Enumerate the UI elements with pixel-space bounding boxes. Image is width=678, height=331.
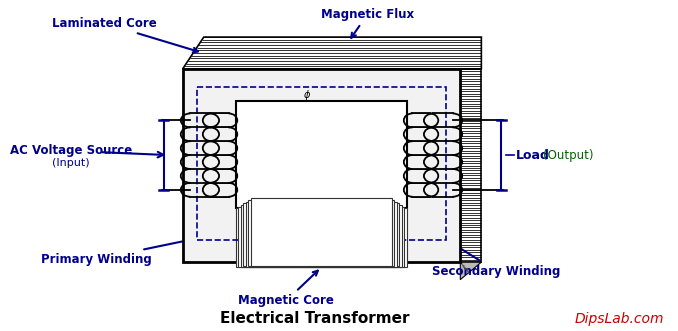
Bar <box>237 101 407 208</box>
Bar <box>237 208 407 266</box>
Bar <box>460 69 481 262</box>
Text: Load: Load <box>516 149 550 162</box>
Text: $\phi$: $\phi$ <box>302 88 311 102</box>
Text: (Input): (Input) <box>52 158 89 168</box>
Text: Secondary Winding: Secondary Winding <box>433 245 561 278</box>
Polygon shape <box>460 262 481 280</box>
Bar <box>247 200 394 266</box>
Bar <box>238 207 404 267</box>
Text: Primary Winding: Primary Winding <box>41 237 197 266</box>
Bar <box>243 203 399 266</box>
Text: DipsLab.com: DipsLab.com <box>574 312 664 326</box>
Text: (Output): (Output) <box>542 149 593 162</box>
Text: Magnetic Flux: Magnetic Flux <box>321 8 414 38</box>
Bar <box>182 69 460 262</box>
Text: Laminated Core: Laminated Core <box>52 17 198 52</box>
Bar <box>246 202 397 266</box>
Bar <box>251 198 393 265</box>
Bar <box>197 87 446 240</box>
Text: Electrical Transformer: Electrical Transformer <box>220 311 410 326</box>
Bar <box>241 205 402 266</box>
Text: Magnetic Core: Magnetic Core <box>238 271 334 307</box>
Text: AC Voltage Source: AC Voltage Source <box>9 144 132 157</box>
